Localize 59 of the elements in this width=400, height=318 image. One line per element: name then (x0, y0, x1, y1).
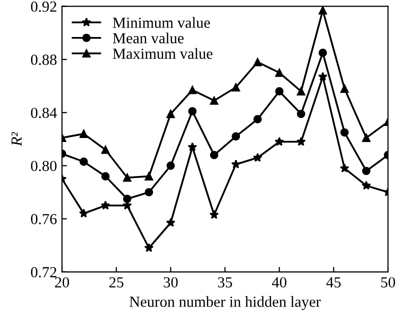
point (296, 110, 306, 118)
legend-label: Mean value (112, 32, 184, 44)
point (232, 132, 240, 141)
point (79, 208, 88, 218)
point (340, 163, 350, 172)
point (252, 152, 262, 162)
point (274, 136, 284, 146)
point (210, 150, 218, 160)
x-tick-label: 30 (164, 277, 178, 288)
legend-label: Maximum value (112, 48, 212, 59)
x-tick-label: 35 (218, 277, 232, 288)
point (209, 210, 219, 219)
x-tick-label: 50 (381, 277, 396, 288)
x-tick-label: 40 (272, 277, 286, 288)
point (100, 200, 110, 210)
point (210, 96, 218, 105)
point (296, 136, 306, 146)
point (188, 86, 197, 94)
point (275, 68, 284, 77)
point (231, 159, 241, 168)
x-axis-title: Neuron number in hidden layer (130, 296, 321, 310)
y-tick-label: 0.76 (30, 214, 57, 224)
y-tick-label: 0.84 (30, 108, 57, 118)
x-tick-label: 25 (109, 277, 124, 288)
x-tick-label: 20 (55, 277, 70, 288)
point (318, 72, 328, 81)
point (101, 146, 110, 154)
point (166, 218, 176, 227)
y-tick-label: 0.88 (30, 54, 57, 65)
point (123, 173, 132, 182)
point (101, 172, 110, 180)
point (166, 162, 175, 170)
point (144, 188, 154, 196)
y-tick-label: 0.80 (30, 160, 57, 172)
point (232, 83, 240, 92)
point (275, 87, 284, 96)
point (362, 180, 371, 190)
point (188, 107, 197, 116)
y-axis-title: R² (12, 132, 22, 146)
point (340, 84, 349, 93)
point (144, 243, 154, 252)
point (296, 87, 306, 96)
point (123, 194, 132, 204)
point (253, 58, 262, 66)
point (340, 128, 349, 137)
point (362, 134, 370, 142)
point (318, 48, 327, 57)
point (253, 115, 262, 124)
y-tick-label: 0.92 (30, 2, 56, 12)
point (144, 172, 154, 180)
point (80, 158, 88, 166)
point (80, 130, 88, 138)
point (166, 110, 175, 118)
point (188, 142, 198, 152)
point (362, 166, 370, 176)
x-tick-label: 45 (326, 277, 341, 288)
point (318, 6, 327, 15)
legend-label: Minimum value (112, 17, 210, 28)
y-tick-label: 0.72 (30, 267, 56, 278)
